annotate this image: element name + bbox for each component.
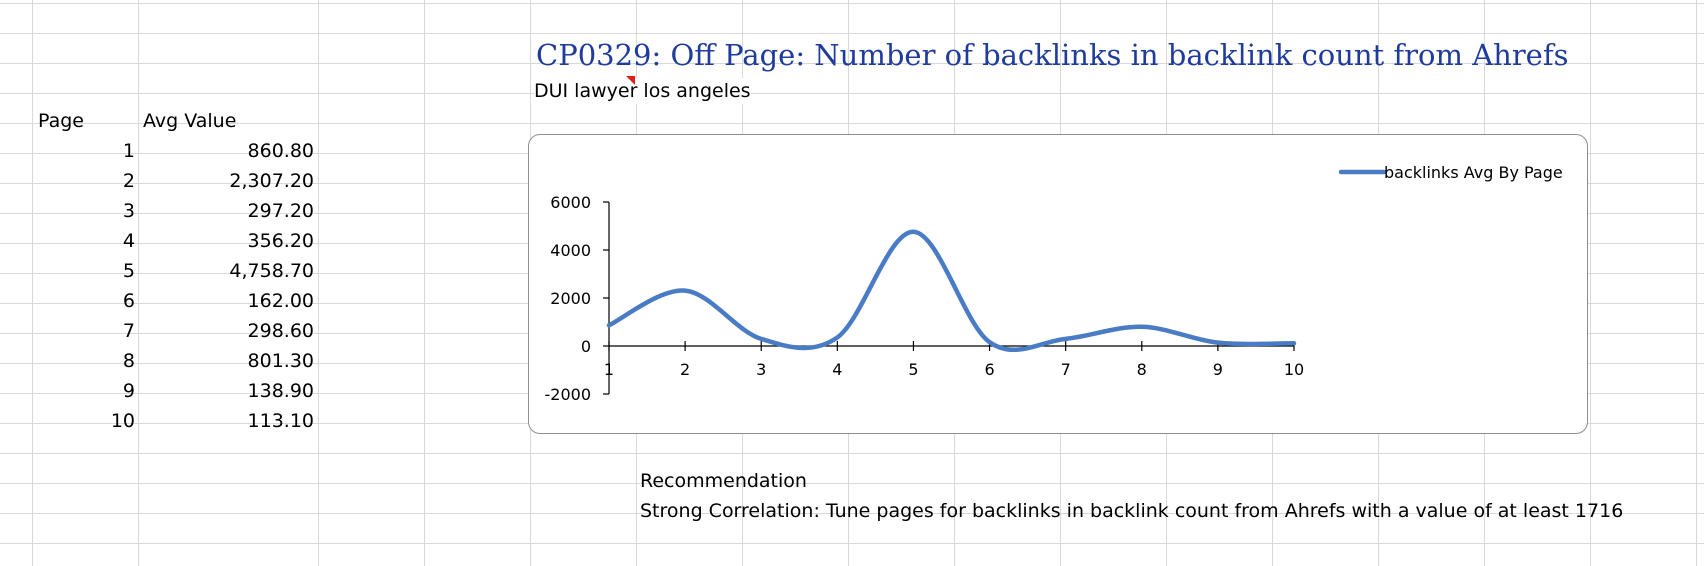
- cell-avg-value[interactable]: 801.30: [247, 350, 314, 372]
- header-page: Page: [38, 110, 84, 132]
- cell-page[interactable]: 6: [122, 290, 135, 312]
- x-tick-label: 7: [1061, 360, 1071, 379]
- x-tick-label: 5: [908, 360, 918, 379]
- cell-avg-value[interactable]: 162.00: [247, 290, 314, 312]
- x-tick-label: 9: [1213, 360, 1223, 379]
- chart-canvas: -2000 0 2000 4000 6000 1 2 3 4 5 6 7 8 9 10 backlinks A…: [545, 163, 1563, 404]
- recommendation-heading: Recommendation: [640, 470, 807, 492]
- y-tick-label: 6000: [550, 193, 591, 212]
- cell-avg-value[interactable]: 138.90: [247, 380, 314, 402]
- x-tick-label: 6: [984, 360, 994, 379]
- x-tick-label: 3: [756, 360, 766, 379]
- cell-page[interactable]: 9: [122, 380, 135, 402]
- cell-avg-value[interactable]: 356.20: [247, 230, 314, 252]
- header-avg-value: Avg Value: [143, 110, 237, 132]
- x-tick-label: 2: [680, 360, 690, 379]
- subtitle: DUI lawyer los angeles: [534, 78, 751, 104]
- cell-page[interactable]: 3: [122, 200, 135, 222]
- y-tick-label: 0: [581, 337, 591, 356]
- x-tick-label: 1: [604, 360, 614, 379]
- cell-avg-value[interactable]: 113.10: [247, 410, 314, 432]
- line-chart[interactable]: -2000 0 2000 4000 6000 1 2 3 4 5 6 7 8 9 10 backlinks A…: [528, 134, 1588, 434]
- x-tick-label: 8: [1137, 360, 1147, 379]
- cell-avg-value[interactable]: 297.20: [247, 200, 314, 222]
- y-tick-label: 2000: [550, 289, 591, 308]
- page-title: CP0329: Off Page: Number of backlinks in…: [536, 38, 1569, 72]
- recommendation-text: Strong Correlation: Tune pages for backl…: [640, 500, 1624, 522]
- cell-page[interactable]: 7: [122, 320, 135, 342]
- x-tick-label: 4: [832, 360, 842, 379]
- y-tick-label: 4000: [550, 241, 591, 260]
- cell-avg-value[interactable]: 298.60: [247, 320, 314, 342]
- cell-page[interactable]: 8: [122, 350, 135, 372]
- cell-page[interactable]: 10: [110, 410, 135, 432]
- cell-avg-value[interactable]: 4,758.70: [229, 260, 314, 282]
- cell-page[interactable]: 5: [122, 260, 135, 282]
- x-tick-label: 10: [1284, 360, 1304, 379]
- cell-avg-value[interactable]: 2,307.20: [229, 170, 314, 192]
- legend-label: backlinks Avg By Page: [1384, 163, 1563, 182]
- comment-indicator-icon[interactable]: [626, 76, 635, 85]
- cell-page[interactable]: 4: [122, 230, 135, 252]
- cell-page[interactable]: 2: [122, 170, 135, 192]
- cell-avg-value[interactable]: 860.80: [247, 140, 314, 162]
- series-line: [606, 229, 1297, 353]
- cell-page[interactable]: 1: [122, 140, 135, 162]
- y-tick-label: -2000: [545, 385, 592, 404]
